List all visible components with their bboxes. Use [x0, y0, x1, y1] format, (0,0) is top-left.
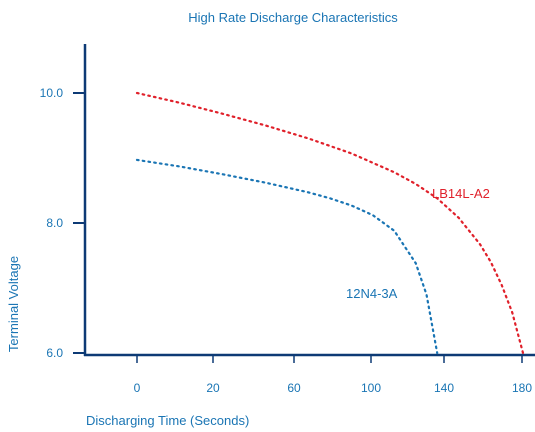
series-labels: LB14L-A2 12N4-3A — [346, 186, 490, 301]
series-line-lb14l-a2 — [135, 91, 525, 355]
y-tick-label: 6.0 — [46, 346, 63, 360]
x-tick-label: 100 — [361, 381, 381, 395]
x-tick-label: 140 — [434, 381, 454, 395]
series-label: LB14L-A2 — [432, 186, 490, 201]
x-tick-label: 0 — [134, 381, 141, 395]
series-layer — [135, 91, 525, 355]
series-line-12n4-3a — [135, 158, 439, 355]
chart-title: High Rate Discharge Characteristics — [188, 10, 398, 25]
x-axis-ticks: 0 20 60 100 140 180 — [134, 355, 532, 395]
series-label: 12N4-3A — [346, 286, 398, 301]
y-axis-label: Terminal Voltage — [6, 256, 21, 352]
y-tick-label: 10.0 — [40, 86, 64, 100]
y-axis-ticks: 6.0 8.0 10.0 — [40, 86, 85, 360]
x-tick-label: 180 — [512, 381, 532, 395]
y-tick-label: 8.0 — [46, 216, 63, 230]
x-tick-label: 60 — [287, 381, 301, 395]
x-axis-label: Discharging Time (Seconds) — [86, 413, 249, 428]
x-tick-label: 20 — [206, 381, 220, 395]
